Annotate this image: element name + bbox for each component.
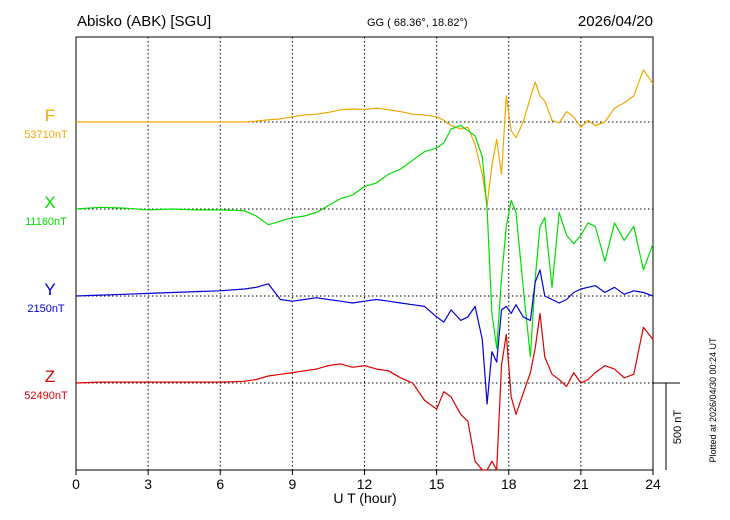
series-lines [75, 69, 654, 471]
scale-bar-label: 500 nT [672, 410, 684, 445]
grid-lines [147, 37, 582, 470]
x-tick-label-3: 3 [144, 476, 152, 492]
series-line-z [75, 312, 654, 471]
series-name-f: F [45, 106, 55, 125]
series-line-y [75, 269, 654, 405]
series-line-f [76, 69, 654, 207]
x-tick-label-15: 15 [429, 476, 445, 492]
x-tick-label-6: 6 [216, 476, 224, 492]
x-tick-label-9: 9 [288, 476, 296, 492]
series-baseline-f: 53710nT [24, 129, 68, 141]
x-tick-label-12: 12 [357, 476, 373, 492]
series-name-x: X [44, 193, 55, 212]
plotted-timestamp: Plotted at 2026/04/30 00:24 UT [708, 337, 718, 463]
x-tick-label-0: 0 [72, 476, 80, 492]
x-axis-ticks: 0 3 6 9 12 15 18 21 24 [72, 470, 661, 492]
scale-bar: 500 nT [653, 382, 684, 470]
x-tick-label-24: 24 [645, 476, 661, 492]
series-line-x [75, 124, 654, 358]
series-baseline-z: 52490nT [24, 390, 68, 402]
station-title: Abisko (ABK) [SGU] [77, 13, 211, 30]
x-tick-label-21: 21 [573, 476, 589, 492]
date-label: 2026/04/20 [578, 13, 653, 30]
series-labels: F 53710nT X 11160nT Y 2150nT Z 52490nT [24, 106, 68, 402]
x-tick-label-18: 18 [501, 476, 517, 492]
coordinates-label: GG ( 68.36°, 18.82°) [367, 17, 468, 29]
x-axis-label: U T (hour) [333, 490, 396, 506]
series-name-z: Z [45, 367, 55, 386]
series-baseline-y: 2150nT [27, 303, 65, 315]
series-baseline-x: 11160nT [25, 216, 67, 228]
series-name-y: Y [44, 280, 55, 299]
